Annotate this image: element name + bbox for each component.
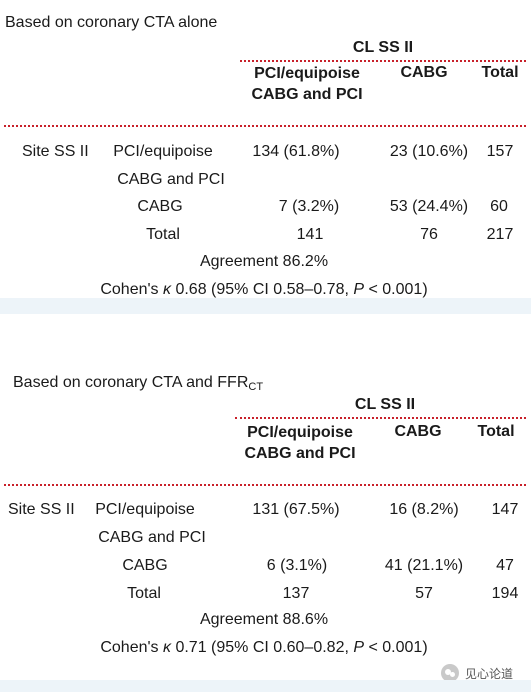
cell: 134 (61.8%) — [252, 143, 340, 160]
agreement-text: Agreement 88.6% — [199, 611, 329, 628]
table-cta-alone: Based on coronary CTA alone CL SS II PCI… — [0, 0, 531, 298]
group-header-rule — [235, 417, 526, 419]
agreement-text: Agreement 86.2% — [199, 253, 329, 270]
row-group-label: Site SS II — [22, 143, 89, 160]
cell: 147 — [491, 501, 519, 518]
watermark: 见心论道 — [440, 664, 513, 682]
kappa-text: Cohen's κ 0.68 (95% CI 0.58–0.78, P < 0.… — [100, 281, 428, 298]
cell: 131 (67.5%) — [252, 501, 340, 518]
cell: 157 — [486, 143, 514, 160]
cell: 76 — [420, 226, 438, 243]
table-cta-ffrct: Based on coronary CTA and FFRCT CL SS II… — [0, 314, 531, 692]
cell: 23 (10.6%) — [389, 143, 469, 160]
col-header-total: Total — [477, 423, 515, 440]
cell: 6 (3.1%) — [266, 557, 328, 574]
separator-band — [0, 298, 531, 314]
row-label-total: Total — [127, 585, 161, 602]
cell: 7 (3.2%) — [278, 198, 340, 215]
cell: 60 — [490, 198, 508, 215]
cell: 57 — [415, 585, 433, 602]
group-header: CL SS II — [354, 396, 416, 413]
cell: 194 — [491, 585, 519, 602]
col-header-cabg: CABG — [394, 423, 442, 440]
cell: 41 (21.1%) — [384, 557, 464, 574]
cell: 53 (24.4%) — [389, 198, 469, 215]
footer-band — [0, 680, 531, 692]
group-header: CL SS II — [352, 39, 414, 56]
table-title: Based on coronary CTA and FFRCT — [13, 374, 264, 393]
row-label-cabg-pci: CABG and PCI — [117, 171, 225, 188]
cell: 141 — [296, 226, 324, 243]
row-label-cabg: CABG — [122, 557, 168, 574]
col-header-pci: PCI/equipoise CABG and PCI — [244, 424, 356, 462]
col-header-cabg: CABG — [400, 64, 448, 81]
row-label-pci: PCI/equipoise — [95, 501, 195, 518]
cell: 16 (8.2%) — [389, 501, 459, 518]
header-rule — [4, 484, 526, 486]
row-label-cabg: CABG — [137, 198, 183, 215]
wechat-icon — [440, 664, 459, 682]
watermark-text: 见心论道 — [464, 666, 513, 681]
group-header-rule — [240, 60, 526, 62]
kappa-text: Cohen's κ 0.71 (95% CI 0.60–0.82, P < 0.… — [100, 639, 428, 656]
col-header-pci: PCI/equipoise CABG and PCI — [251, 65, 363, 103]
col-header-total: Total — [481, 64, 519, 81]
table-title: Based on coronary CTA alone — [5, 14, 218, 31]
row-label-pci: PCI/equipoise — [113, 143, 213, 160]
cell: 137 — [282, 585, 310, 602]
row-label-total: Total — [146, 226, 180, 243]
cell: 47 — [496, 557, 514, 574]
row-group-label: Site SS II — [8, 501, 75, 518]
cell: 217 — [486, 226, 514, 243]
header-rule — [4, 125, 526, 127]
row-label-cabg-pci: CABG and PCI — [98, 529, 206, 546]
